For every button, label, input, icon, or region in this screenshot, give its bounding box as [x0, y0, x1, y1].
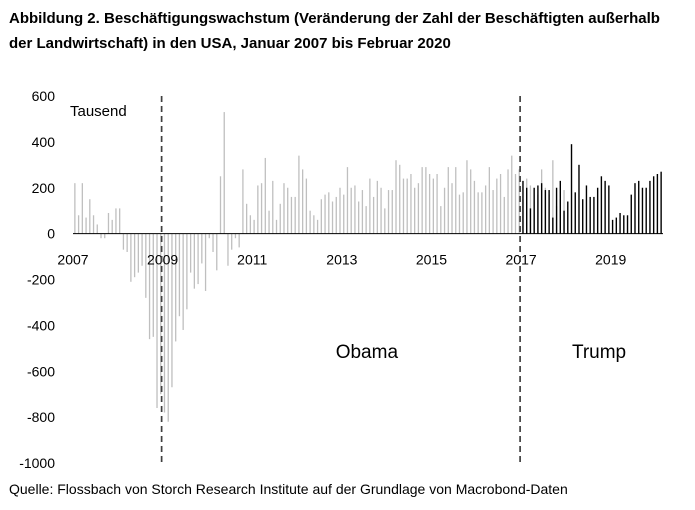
y-tick-label: -1000	[19, 455, 55, 471]
x-tick-label: 2011	[237, 252, 267, 268]
y-tick-label: -800	[27, 409, 55, 425]
bar-series	[74, 112, 662, 422]
y-tick-label: -400	[27, 317, 55, 333]
x-tick-label: 2007	[57, 252, 88, 268]
y-axis: 600 400 200 0 -200 -400 -600 -800 -1000	[19, 88, 55, 471]
x-tick-label: 2019	[595, 252, 626, 268]
y-tick-label: -200	[27, 272, 55, 288]
y-tick-label: 200	[32, 180, 56, 196]
annotation-trump: Trump	[572, 342, 626, 363]
y-tick-label: -600	[27, 363, 55, 379]
x-tick-label: 2013	[326, 252, 357, 268]
x-tick-label: 2009	[147, 252, 178, 268]
y-tick-label: 400	[32, 134, 56, 150]
period-dividers	[160, 96, 521, 463]
y-axis-unit-label: Tausend	[70, 103, 127, 120]
source-note: Quelle: Flossbach von Storch Research In…	[9, 481, 568, 497]
y-tick-label: 0	[47, 226, 55, 242]
chart-title: Abbildung 2. Beschäftigungswachstum (Ver…	[9, 6, 693, 56]
y-tick-label: 600	[32, 88, 56, 104]
chart-title-line-1: Abbildung 2. Beschäftigungswachstum (Ver…	[9, 10, 660, 27]
x-tick-label: 2015	[416, 252, 447, 268]
chart-title-line-2: der Landwirtschaft) in den USA, Januar 2…	[9, 35, 451, 52]
x-tick-label: 2017	[506, 252, 537, 268]
x-axis: 2007 2009 2011 2013 2015 2017 2019	[57, 252, 626, 268]
annotation-obama: Obama	[336, 342, 399, 363]
